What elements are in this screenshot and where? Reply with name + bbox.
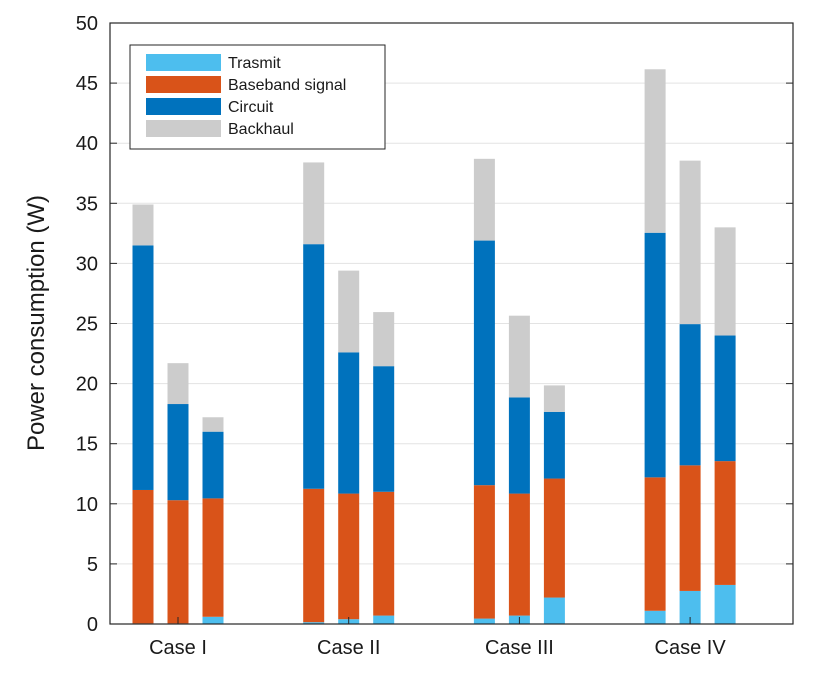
bar-segment [714,227,736,336]
y-tick-label: 30 [76,253,98,275]
bar-segment [714,335,736,462]
bar-segment [473,485,495,619]
bar-segment [338,352,360,494]
x-tick-label: Case II [317,637,380,659]
bar-segment [473,240,495,486]
y-tick-label: 5 [87,554,98,576]
y-tick-label: 40 [76,133,98,155]
bar-segment [132,489,154,624]
x-tick-label: Case I [149,637,207,659]
bar-segment [373,312,395,367]
legend-label: Trasmit [228,55,281,72]
grid-lines [110,82,793,565]
legend: Trasmit Baseband signal Circuit Backhaul [129,44,386,150]
bar-segment [644,69,666,233]
bar-segment [714,461,736,585]
y-tick-label: 25 [76,314,98,336]
bar-segment [543,597,565,624]
y-tick-label: 50 [76,13,98,35]
bar-segment [303,244,325,489]
bar-segment [373,491,395,616]
bars [132,69,736,624]
legend-label: Backhaul [228,121,294,138]
bar-segment [543,478,565,598]
y-tick-label: 0 [87,614,98,636]
bar-segment [679,324,701,466]
bar-segment [338,493,360,620]
bar-segment [679,465,701,591]
legend-label: Circuit [228,99,274,116]
y-tick-label: 10 [76,494,98,516]
bar-segment [508,397,530,494]
bar-segment [167,363,189,405]
bar-segment [132,204,154,246]
bar-segment [714,584,736,624]
y-tick-label: 35 [76,193,98,215]
legend-items: Trasmit Baseband signal Circuit Backhaul [146,54,346,138]
x-axis: Case I Case II Case III Case IV [149,617,726,659]
bar-segment [132,245,154,490]
bar-segment [644,232,666,478]
bar-segment [202,498,224,617]
bar-segment [644,477,666,611]
bar-segment [303,622,325,624]
bar-segment [644,610,666,624]
y-axis-title: Power consumption (W) [23,195,50,451]
bar-segment [508,315,530,398]
bar-segment [508,493,530,616]
y-tick-label: 45 [76,73,98,95]
legend-label: Baseband signal [228,77,346,94]
legend-swatch [146,98,221,115]
legend-swatch [146,120,221,137]
bar-segment [679,160,701,325]
bar-segment [679,590,701,624]
legend-swatch [146,76,221,93]
bar-segment [167,404,189,501]
bar-segment [473,618,495,624]
bar-segment [303,488,325,623]
legend-swatch [146,54,221,71]
bar-segment [373,615,395,624]
bar-segment [303,162,325,245]
bar-segment [373,366,395,492]
bar-segment [202,616,224,624]
bar-segment [202,417,224,432]
bar-segment [543,411,565,479]
bar-segment [543,385,565,412]
y-tick-label: 15 [76,434,98,456]
bar-segment [338,270,360,353]
bar-segment [202,431,224,499]
y-axis: 0 5 10 15 20 25 30 35 40 45 50 [76,13,793,636]
bar-segment [167,500,189,624]
y-tick-label: 20 [76,374,98,396]
bar-segment [473,158,495,241]
x-tick-label: Case IV [655,637,727,659]
x-tick-label: Case III [485,637,554,659]
